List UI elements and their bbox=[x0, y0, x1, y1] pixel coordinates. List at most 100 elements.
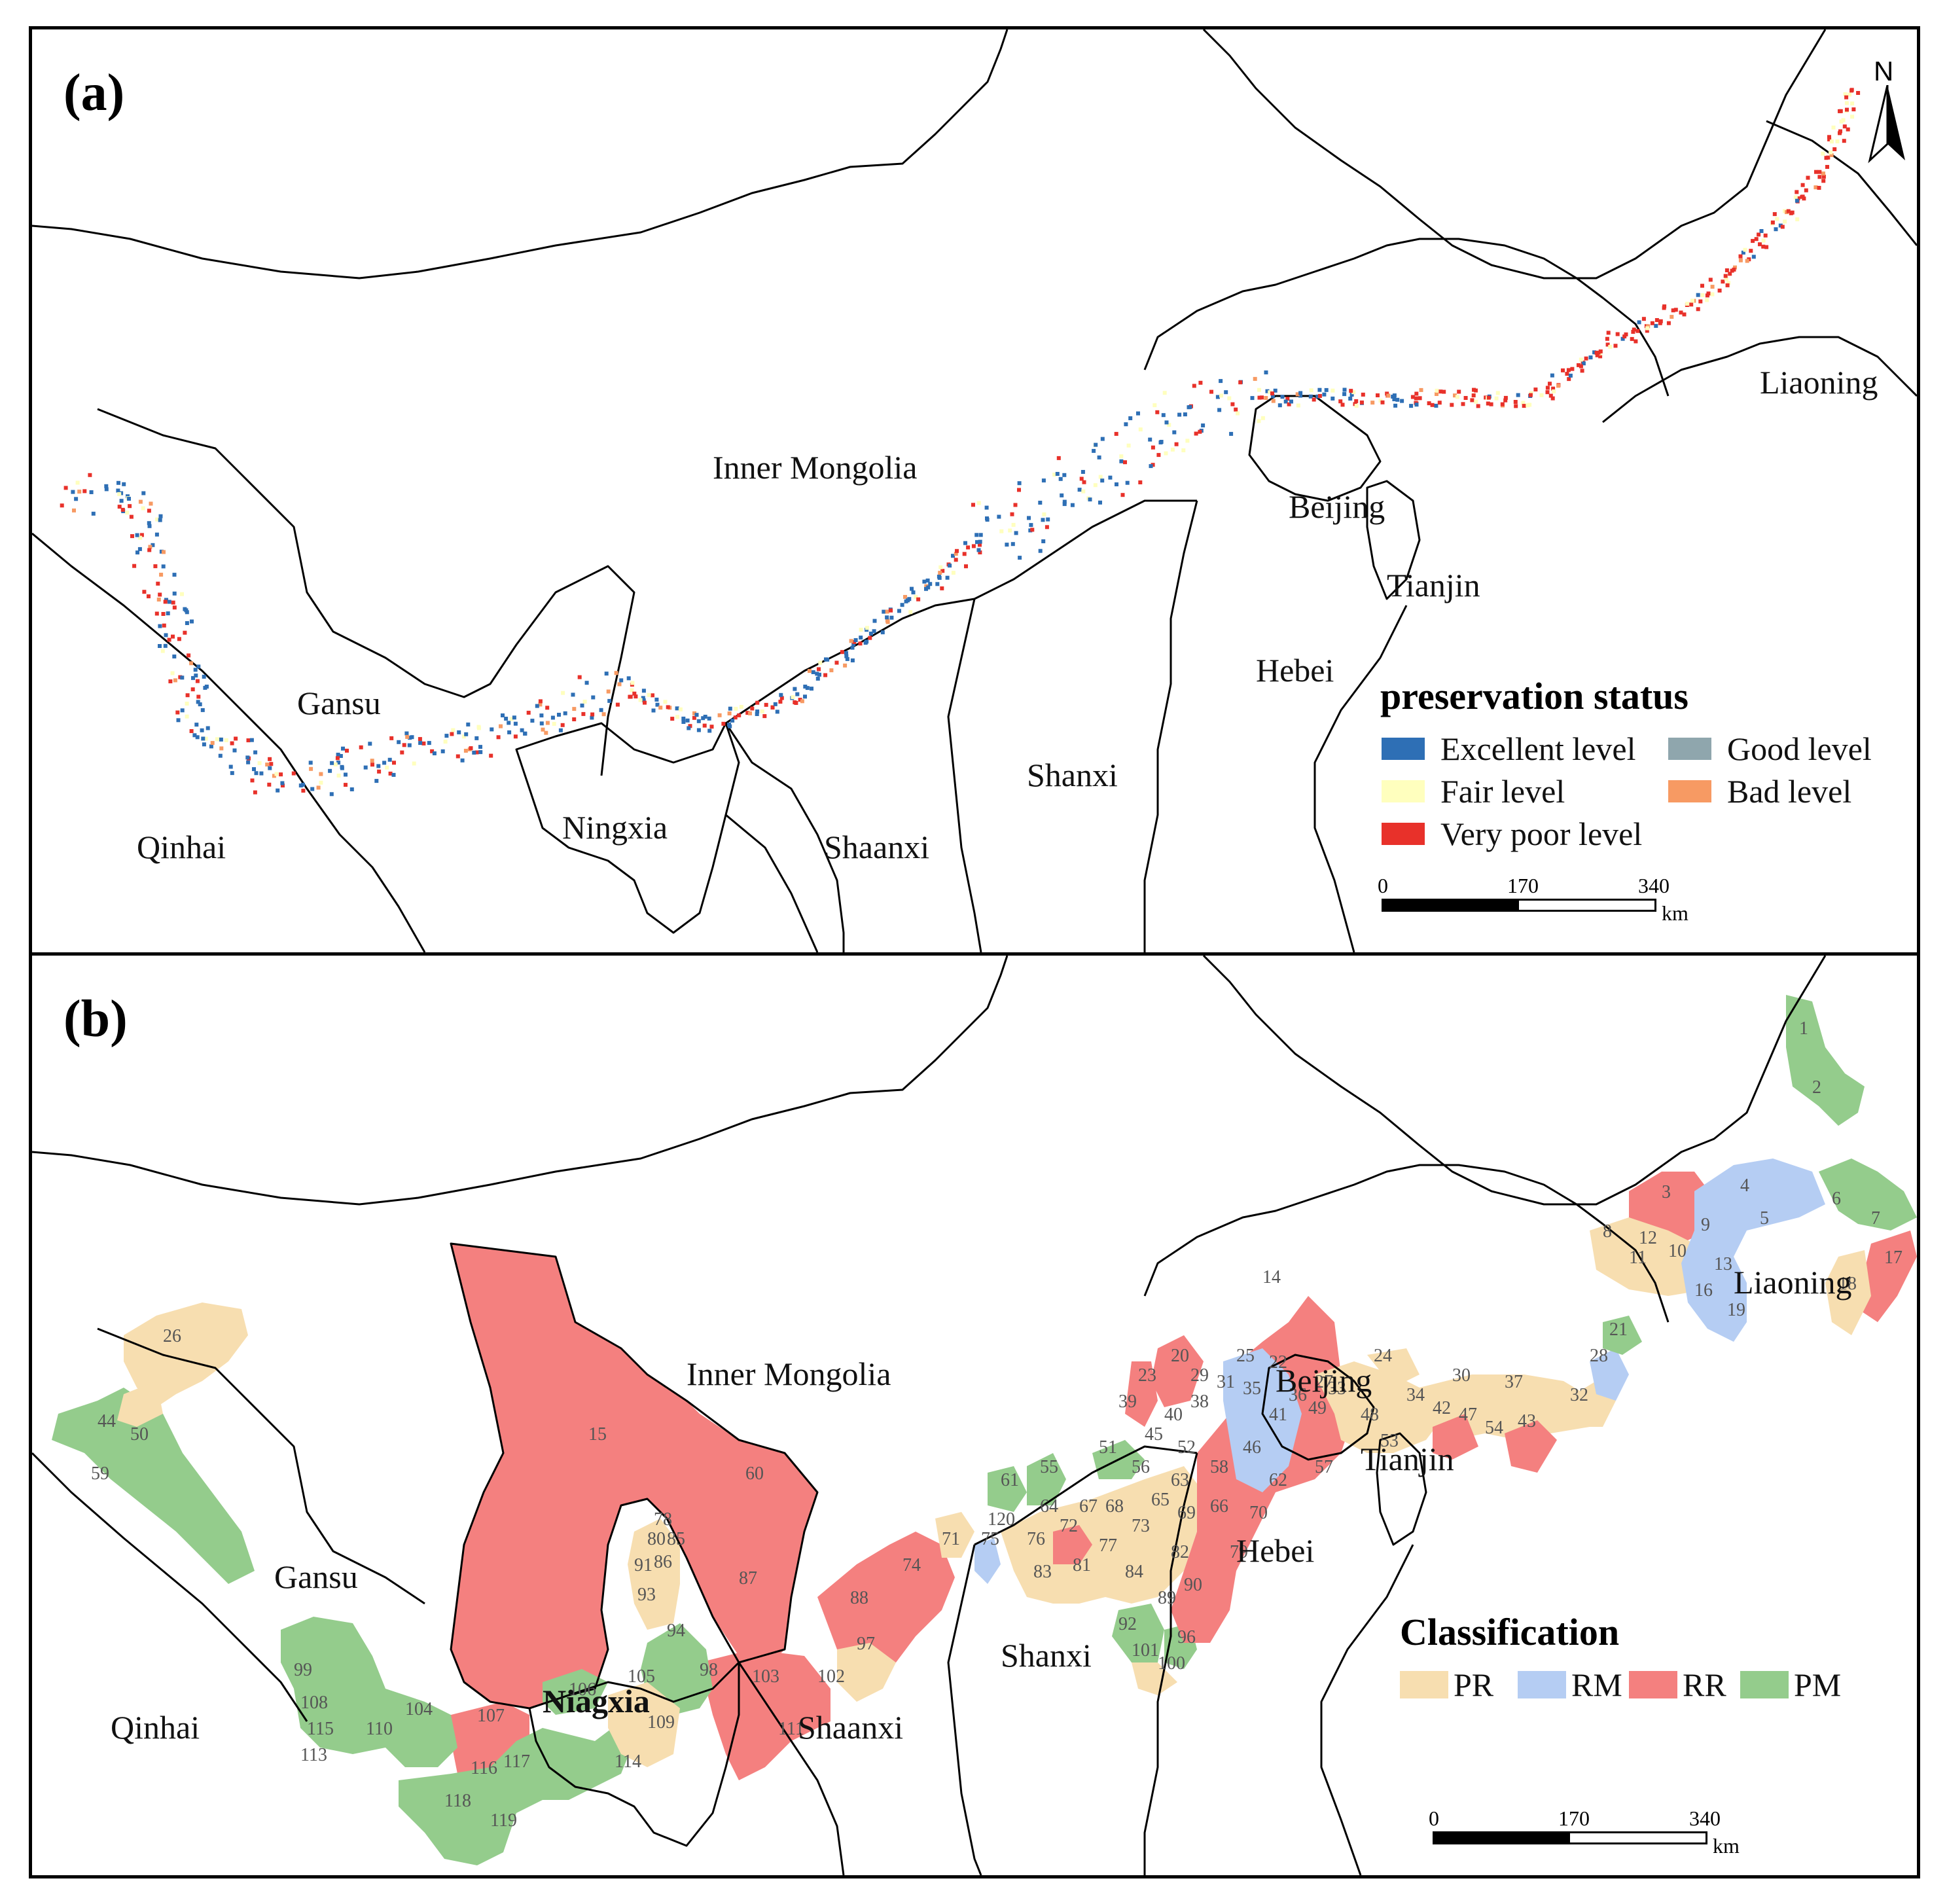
panel-a-label: (a) bbox=[63, 64, 125, 122]
wall-segment-pixel bbox=[1567, 377, 1571, 382]
wall-segment-pixel bbox=[159, 573, 164, 577]
boundary-hebei-south bbox=[1143, 500, 1198, 952]
wall-segment-pixel bbox=[976, 501, 981, 505]
unit-number: 87 bbox=[739, 1568, 757, 1589]
wall-segment-pixel bbox=[614, 671, 618, 675]
wall-segment-pixel bbox=[1017, 488, 1021, 492]
wall-segment-pixel bbox=[147, 524, 152, 528]
unit-number: 117 bbox=[503, 1751, 530, 1772]
wall-segment-pixel bbox=[541, 727, 545, 732]
unit-number: 111 bbox=[778, 1719, 804, 1739]
wall-segment-pixel bbox=[1757, 232, 1761, 237]
wall-segment-pixel bbox=[330, 761, 334, 765]
unit-number: 100 bbox=[1158, 1653, 1185, 1674]
wall-segment-pixel bbox=[1548, 393, 1553, 398]
wall-segment-pixel bbox=[246, 760, 251, 764]
wall-segment-pixel bbox=[1077, 488, 1082, 492]
wall-segment-pixel bbox=[1119, 459, 1124, 463]
unit-number: 84 bbox=[1125, 1562, 1143, 1582]
wall-segment-pixel bbox=[457, 730, 461, 734]
wall-segment-pixel bbox=[421, 741, 426, 745]
wall-segment-pixel bbox=[1027, 516, 1031, 520]
wall-segment-pixel bbox=[1658, 321, 1662, 325]
wall-segment-pixel bbox=[545, 706, 550, 710]
zone-pr-50 bbox=[117, 1381, 163, 1427]
scale-bar-b: 0 170 340 km bbox=[1429, 1806, 1786, 1858]
wall-segment-pixel bbox=[1838, 129, 1842, 134]
wall-segment-pixel bbox=[389, 736, 394, 740]
wall-segment-pixel bbox=[117, 505, 122, 509]
wall-segment-pixel bbox=[1455, 395, 1459, 399]
wall-segment-pixel bbox=[951, 554, 955, 558]
wall-segment-pixel bbox=[619, 678, 624, 683]
wall-segment-pixel bbox=[964, 564, 968, 569]
unit-number: 59 bbox=[91, 1464, 109, 1484]
unit-number: 83 bbox=[1033, 1562, 1052, 1582]
unit-number: 3 bbox=[1662, 1182, 1671, 1202]
wall-segment-pixel bbox=[903, 595, 907, 599]
unit-number: 45 bbox=[1145, 1424, 1163, 1445]
wall-segment-pixel bbox=[1055, 472, 1060, 476]
legend-a-bad: Bad level bbox=[1668, 772, 1851, 810]
wall-segment-pixel bbox=[272, 774, 276, 778]
zone-pr-8 bbox=[1590, 1217, 1714, 1296]
wall-segment-pixel bbox=[245, 755, 250, 760]
wall-segment-pixel bbox=[319, 772, 323, 776]
legend-a-fair-label: Fair level bbox=[1440, 773, 1565, 810]
boundary-shanxi-north bbox=[974, 499, 1197, 600]
wall-segment-pixel bbox=[1041, 539, 1046, 543]
wall-segment-pixel bbox=[1580, 368, 1584, 373]
wall-segment-pixel bbox=[170, 671, 175, 675]
wall-segment-pixel bbox=[1751, 239, 1755, 243]
region-b-hebei: Hebei bbox=[1236, 1532, 1315, 1569]
wall-segment-pixel bbox=[185, 714, 189, 719]
wall-segment-pixel bbox=[1696, 293, 1700, 297]
wall-segment-pixel bbox=[1041, 478, 1046, 483]
wall-segment-pixel bbox=[1257, 419, 1261, 423]
wall-segment-pixel bbox=[359, 745, 363, 749]
legend-b-rm: RM bbox=[1518, 1666, 1622, 1704]
wall-segment-pixel bbox=[1183, 412, 1187, 417]
wall-segment-pixel bbox=[1827, 135, 1831, 139]
wall-segment-pixel bbox=[630, 681, 635, 685]
wall-segment-pixel bbox=[1435, 388, 1439, 393]
wall-segment-pixel bbox=[1198, 429, 1202, 434]
region-b-tianjin: Tianjin bbox=[1361, 1441, 1454, 1477]
wall-segment-pixel bbox=[1486, 395, 1491, 400]
wall-segment-pixel bbox=[1606, 331, 1611, 335]
wall-segment-pixel bbox=[1038, 548, 1043, 553]
wall-segment-pixel bbox=[762, 714, 767, 719]
unit-number: 67 bbox=[1079, 1496, 1098, 1517]
boundary-shanxi-west bbox=[947, 598, 982, 952]
wall-segment-pixel bbox=[692, 715, 696, 720]
wall-segment-pixel bbox=[1764, 245, 1769, 249]
wall-segment-pixel bbox=[924, 586, 928, 591]
wall-segment-pixel bbox=[147, 509, 151, 513]
wall-segment-pixel bbox=[889, 608, 893, 613]
wall-segment-pixel bbox=[880, 630, 885, 635]
wall-segment-pixel bbox=[224, 738, 228, 742]
wall-segment-pixel bbox=[1527, 403, 1532, 407]
wall-segment-pixel bbox=[520, 728, 524, 732]
unit-number: 2 bbox=[1812, 1077, 1821, 1098]
wall-segment-pixel bbox=[1728, 272, 1732, 276]
wall-segment-pixel bbox=[1772, 212, 1777, 217]
wall-segment-pixel bbox=[1595, 353, 1599, 357]
wall-segment-pixel bbox=[599, 708, 603, 712]
wall-segment-pixel bbox=[1635, 329, 1640, 333]
wall-segment-pixel bbox=[1005, 543, 1009, 547]
wall-segment-pixel bbox=[545, 721, 550, 725]
boundary-b-mongolia-north bbox=[1202, 956, 1827, 1206]
wall-segment-pixel bbox=[1123, 460, 1127, 465]
wall-segment-pixel bbox=[202, 674, 206, 679]
wall-segment-pixel bbox=[164, 633, 168, 638]
scale-b-tick-170: 170 bbox=[1558, 1806, 1590, 1830]
wall-segment-pixel bbox=[938, 571, 942, 575]
zone-rr-54 bbox=[1505, 1420, 1557, 1473]
unit-number: 105 bbox=[628, 1666, 655, 1687]
wall-segment-pixel bbox=[663, 700, 668, 704]
wall-segment-pixel bbox=[504, 717, 509, 721]
wall-segment-pixel bbox=[196, 664, 201, 669]
wall-segment-pixel bbox=[147, 521, 151, 526]
wall-segment-pixel bbox=[189, 729, 194, 733]
